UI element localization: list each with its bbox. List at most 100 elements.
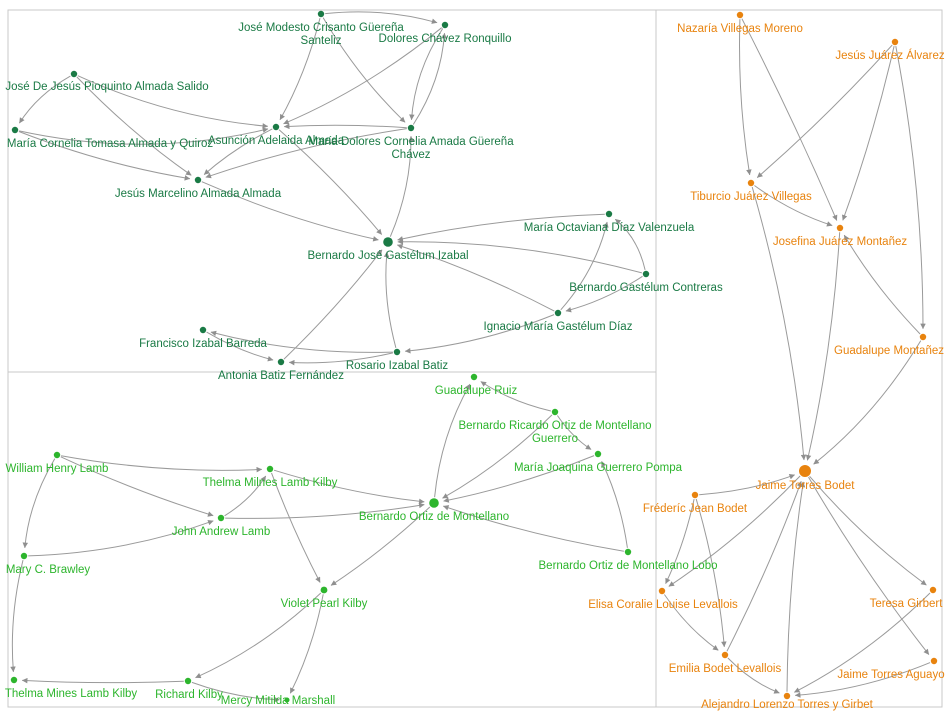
graph-edge-b_ricardo-bom [442, 414, 553, 499]
graph-node-jaime[interactable] [799, 465, 811, 477]
graph-edge-frederic-elisa [665, 498, 695, 584]
graph-node-tiburcio[interactable] [747, 179, 755, 187]
graph-node-alejandro[interactable] [783, 692, 791, 700]
graph-edge-john-bom [225, 502, 425, 519]
graph-node-aguayo[interactable] [930, 657, 938, 665]
node-label-antonia: Antonia Batiz Fernández [218, 370, 344, 382]
graph-node-jose_modesto[interactable] [317, 10, 325, 18]
graph-node-bom[interactable] [429, 498, 439, 508]
graph-edge-william-john [60, 456, 214, 517]
graph-edge-richard-thelma_mines [21, 677, 184, 684]
graph-edge-contreras-ignacio [565, 275, 643, 313]
node-label-adelaida: Asunción Adelaida Almada [208, 135, 345, 147]
graph-node-jesus_ja[interactable] [891, 38, 899, 46]
graph-node-mary[interactable] [20, 552, 28, 560]
graph-node-jose_de_jesus[interactable] [70, 70, 78, 78]
node-label-rosario: Rosario Izabal Batiz [346, 360, 449, 372]
node-label-violet: Violet Pearl Kilby [281, 598, 368, 610]
graph-node-richard[interactable] [184, 677, 192, 685]
node-label-jose_modesto-line1: José Modesto Crisanto Güereña [238, 22, 404, 34]
graph-edge-contreras-octaviana [614, 218, 646, 271]
graph-node-ignacio[interactable] [554, 309, 562, 317]
node-label-elisa: Elisa Coralie Louise Levallois [588, 599, 738, 611]
graph-edge-lobo-m_joaquina [601, 461, 628, 548]
graph-edge-maria_dolores-dolores_r [412, 32, 447, 125]
graph-node-bjgi[interactable] [383, 237, 393, 247]
graph-edge-jose_de_jesus-jesus_marcelino [76, 76, 192, 176]
node-label-lobo: Bernardo Ortiz de Montellano Lobo [539, 560, 718, 572]
graph-node-dolores_r[interactable] [441, 21, 449, 29]
graph-edge-b_ricardo-m_joaquina [556, 415, 592, 450]
graph-edge-antonia-bjgi [283, 249, 383, 360]
graph-edge-maria_cornelia-adelaida [18, 127, 269, 145]
graph-node-jesus_marcelino[interactable] [194, 176, 202, 184]
graph-node-thelma_mines[interactable] [10, 676, 18, 684]
graph-node-ruiz[interactable] [470, 373, 478, 381]
graph-node-maria_cornelia[interactable] [11, 126, 19, 134]
graph-edge-rosario-antonia [288, 352, 394, 366]
graph-node-francisco[interactable] [199, 326, 207, 334]
graph-edge-richard-mercy [191, 681, 280, 703]
graph-edge-jose_de_jesus-maria_cornelia [18, 75, 71, 124]
graph-node-lobo[interactable] [624, 548, 632, 556]
graph-edge-aguayo-alejandro [794, 662, 931, 698]
graph-node-emilia[interactable] [721, 651, 729, 659]
graph-node-elisa[interactable] [658, 587, 666, 595]
nodes-layer [10, 10, 938, 703]
graph-node-rosario[interactable] [393, 348, 401, 356]
graph-edge-octaviana-bjgi [397, 213, 605, 242]
graph-node-william[interactable] [53, 451, 61, 459]
graph-node-octaviana[interactable] [605, 210, 613, 218]
graph-edge-violet-mercy [289, 594, 324, 694]
graph-edge-maria_dolores-adelaida [283, 123, 407, 130]
graph-node-contreras[interactable] [642, 270, 650, 278]
graph-edge-ignacio-bjgi [397, 243, 555, 312]
node-label-bom: Bernardo Ortiz de Montellano [359, 511, 509, 523]
graph-edge-frederic-jaime [699, 474, 795, 496]
graph-node-m_joaquina[interactable] [594, 450, 602, 458]
graph-node-john[interactable] [217, 514, 225, 522]
graph-node-frederic[interactable] [691, 491, 699, 499]
graph-node-antonia[interactable] [277, 358, 285, 366]
graph-node-nazaria[interactable] [736, 11, 744, 19]
graph-edge-tiburcio-jaime [751, 186, 807, 461]
node-label-g_montanez: Guadalupe Montañez [834, 345, 944, 357]
graph-edge-lobo-bom [443, 505, 624, 552]
node-label-richard: Richard Kilby [155, 689, 223, 701]
graph-edge-emilia-jaime [726, 481, 802, 652]
graph-edge-bom-ruiz [434, 383, 471, 498]
graph-node-b_ricardo[interactable] [551, 408, 559, 416]
graph-edge-jose_modesto-dolores_r [325, 11, 438, 24]
graph-edge-bom-violet [330, 506, 431, 586]
graph-node-teresa[interactable] [929, 586, 937, 594]
edges-layer [10, 11, 931, 703]
graph-node-maria_dolores[interactable] [407, 124, 415, 132]
graph-edge-jesus_ja-tiburcio [756, 44, 893, 178]
graph-edge-ignacio-rosario [404, 314, 555, 354]
graph-node-adelaida[interactable] [272, 123, 280, 131]
graph-edge-maria_cornelia-jesus_marcelino [18, 131, 191, 181]
graph-edge-thelma_milnes-bom [273, 469, 425, 505]
graph-node-violet[interactable] [320, 586, 328, 594]
graph-edge-alejandro-jaime [786, 481, 806, 692]
node-label-maria_cornelia: María Cornelia Tomasa Almada y Quiroz [7, 138, 213, 150]
node-label-thelma_mines: Thelma Mines Lamb Kilby [5, 688, 138, 700]
graph-edge-rosario-bjgi [383, 251, 397, 349]
top-left-panel [7, 9, 657, 373]
node-label-frederic: Fréderíc Jean Bodet [643, 503, 748, 515]
graph-node-mercy[interactable] [284, 697, 290, 703]
graph-node-thelma_milnes[interactable] [266, 465, 274, 473]
graph-node-g_montanez[interactable] [919, 333, 927, 341]
graph-edge-contreras-bjgi [397, 239, 643, 274]
node-label-jesus_marcelino: Jesús Marcelino Almada Almada [115, 188, 282, 200]
node-label-josefina: Josefina Juárez Montañez [773, 236, 907, 248]
node-label-teresa: Teresa Girbert [870, 598, 944, 610]
graph-edge-jose_modesto-adelaida [279, 17, 321, 121]
graph-edge-m_joaquina-bom [443, 455, 595, 503]
graph-node-josefina[interactable] [836, 224, 844, 232]
node-label-tiburcio: Tiburcio Juárez Villegas [690, 191, 812, 203]
graph-edge-dolores_r-maria_dolores [409, 28, 444, 121]
node-label-nazaria: Nazaría Villegas Moreno [677, 23, 803, 35]
